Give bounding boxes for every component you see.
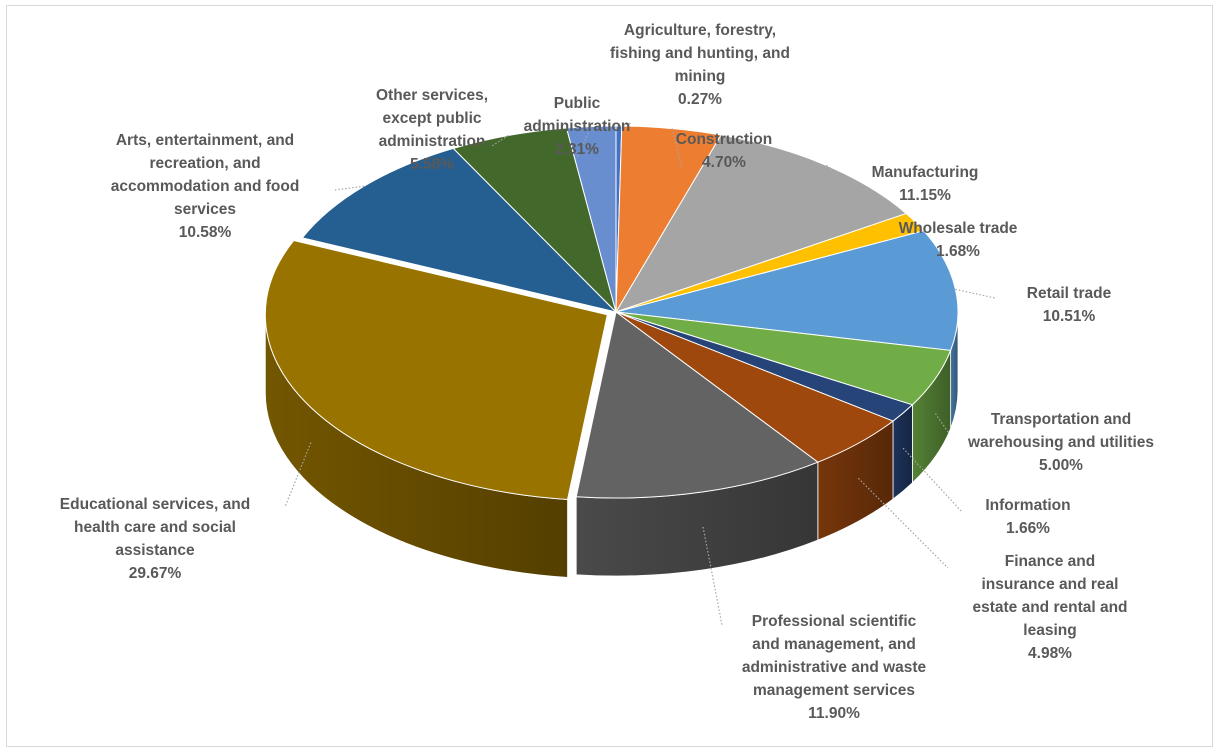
data-label-category: fishing and hunting, and [610, 45, 790, 62]
label-leader-lines [284, 122, 996, 626]
data-labels: Agriculture, forestry, fishing and huntin… [60, 22, 1154, 722]
data-label-category: Public [554, 95, 601, 112]
data-label-category: Retail trade [1027, 285, 1112, 302]
data-label-category: mining [675, 68, 726, 85]
data-label-value: 10.51% [1043, 308, 1096, 325]
data-label-category: Information [985, 497, 1070, 514]
data-label-category: recreation, and [149, 155, 260, 172]
data-label-8: Professional scientific and management, a… [742, 613, 927, 722]
data-label-0: Agriculture, forestry, fishing and huntin… [610, 22, 790, 108]
data-label-2: Manufacturing 11.15% [872, 164, 979, 204]
slice-4 [615, 230, 959, 351]
data-label-category: Construction [676, 131, 772, 148]
leader-line-12 [576, 126, 592, 159]
data-label-value: 10.58% [179, 224, 232, 241]
data-label-11: Other services, except public administrati… [376, 87, 488, 173]
leader-line-2 [826, 164, 846, 179]
data-label-category: Professional scientific [752, 613, 917, 630]
data-label-value: 1.66% [1006, 520, 1050, 537]
data-label-1: Construction 4.70% [676, 131, 772, 171]
leader-line-0 [618, 122, 633, 127]
data-label-value: 2.31% [555, 141, 599, 158]
data-label-value: 0.27% [678, 91, 722, 108]
slice-9 [264, 239, 608, 500]
leader-line-7 [857, 477, 949, 569]
data-label-category: assistance [115, 542, 195, 559]
data-label-value: 4.98% [1028, 645, 1072, 662]
data-label-category: Other services, [376, 87, 488, 104]
slice-12 [565, 125, 617, 313]
data-label-category: management services [753, 682, 915, 699]
data-label-value: 5.58% [410, 156, 454, 173]
pie-slice-sides [264, 311, 959, 578]
data-label-category: Arts, entertainment, and [116, 132, 294, 149]
data-label-category: Transportation and [991, 411, 1131, 428]
leader-line-5 [934, 413, 949, 433]
data-label-12: Public administration 2.31% [524, 95, 631, 158]
data-label-category: services [174, 201, 236, 218]
data-label-7: Finance and insurance and real estate and … [972, 553, 1127, 662]
data-label-category: administrative and waste [742, 659, 927, 676]
data-label-category: and management, and [752, 636, 916, 653]
pie-slice-tops [264, 125, 959, 500]
data-label-value: 11.90% [808, 705, 860, 722]
data-label-category: Educational services, and [60, 496, 250, 513]
data-label-category: Wholesale trade [899, 220, 1018, 237]
leader-line-3 [904, 221, 916, 233]
data-label-value: 1.68% [936, 243, 980, 260]
data-label-category: Manufacturing [872, 164, 979, 181]
leader-line-4 [955, 288, 996, 299]
leader-line-8 [702, 526, 723, 626]
data-label-category: except public [382, 110, 481, 127]
data-label-value: 29.67% [129, 565, 182, 582]
leader-line-9 [284, 442, 312, 508]
data-label-category: Agriculture, forestry, [624, 22, 776, 39]
data-label-category: Finance and [1005, 553, 1095, 570]
data-label-9: Educational services, and health care and… [60, 496, 250, 582]
data-label-category: leasing [1023, 622, 1076, 639]
data-label-category: warehousing and utilities [967, 434, 1154, 451]
slice-8 [575, 311, 819, 499]
data-label-6: Information 1.66% [985, 497, 1070, 537]
data-label-4: Retail trade 10.51% [1027, 285, 1112, 325]
data-label-category: health care and social [74, 519, 236, 536]
data-label-category: estate and rental and [972, 599, 1127, 616]
data-label-category: insurance and real [982, 576, 1119, 593]
leader-line-10 [334, 185, 365, 191]
data-label-category: administration [379, 133, 486, 150]
leader-line-6 [902, 447, 963, 513]
data-label-value: 5.00% [1039, 457, 1083, 474]
data-label-category: accommodation and food [111, 178, 300, 195]
data-label-value: 11.15% [899, 187, 951, 204]
data-label-5: Transportation and warehousing and utilit… [967, 411, 1154, 474]
slice-10 [301, 147, 618, 313]
data-label-10: Arts, entertainment, and recreation, and a… [111, 132, 300, 241]
data-label-3: Wholesale trade 1.68% [899, 220, 1018, 260]
data-label-category: administration [524, 118, 631, 135]
data-label-value: 4.70% [702, 154, 746, 171]
